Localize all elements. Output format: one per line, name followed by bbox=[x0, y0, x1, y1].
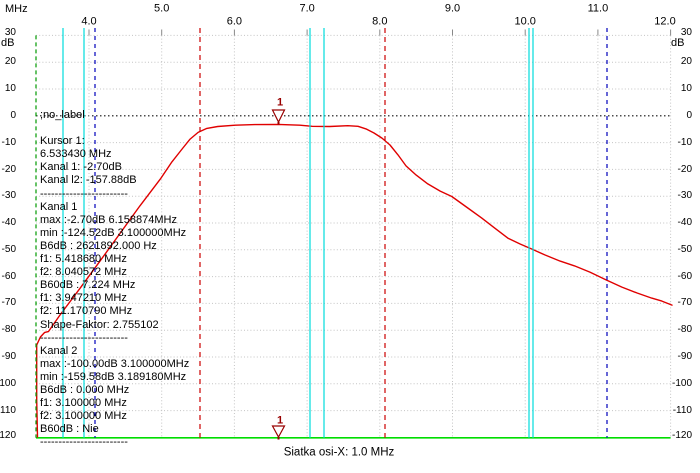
y-tick-label: 20 bbox=[680, 56, 692, 67]
y-tick-label: -100 bbox=[671, 377, 692, 389]
y-tick-label: -20 bbox=[1, 163, 16, 175]
y-tick-label: -120 bbox=[671, 430, 692, 441]
y-tick-label: -100 bbox=[0, 377, 16, 389]
y-tick-label: -110 bbox=[0, 404, 16, 416]
y-tick-label: -90 bbox=[1, 350, 16, 362]
x-tick-label: 4.0 bbox=[81, 15, 97, 28]
y-tick-label: 0 bbox=[10, 109, 16, 121]
info-line-spacer bbox=[40, 122, 189, 135]
y-tick-label: -40 bbox=[1, 217, 16, 228]
y-tick-label: -80 bbox=[1, 324, 16, 335]
info-line: 6.533430 MHz bbox=[40, 148, 112, 161]
info-line: f2: 8.040572 MHz bbox=[40, 266, 127, 279]
info-line: max :-2.70dB 6.158874MHz bbox=[40, 213, 177, 226]
x-tick-label: 7.0 bbox=[299, 2, 315, 15]
info-line: Kanal 1 bbox=[40, 200, 78, 213]
y-tick-label: -70 bbox=[677, 297, 692, 308]
y-tick-label: -20 bbox=[677, 163, 692, 175]
y-tick-label: 10 bbox=[4, 83, 16, 94]
y-tick-label: -60 bbox=[1, 270, 16, 282]
info-line: B6dB : 2621892.000 Hz bbox=[40, 239, 157, 252]
x-axis-unit-label: MHz bbox=[5, 3, 28, 15]
x-grid-step-label: Siatka osi-X: 1.0 MHz bbox=[283, 446, 395, 459]
info-line: Kursor 1: bbox=[40, 135, 85, 148]
marker-1-top-label: 1 bbox=[276, 96, 284, 109]
info-line: f1: 3.947210 MHz bbox=[40, 292, 127, 305]
info-line: B6dB : 0.000 MHz bbox=[40, 383, 130, 396]
info-line: f2: 3.100000 MHz bbox=[40, 410, 127, 423]
x-tick-label: 8.0 bbox=[372, 15, 388, 28]
y-tick-label: -30 bbox=[1, 190, 16, 201]
info-line: min :-159.58dB 3.189180MHz bbox=[40, 370, 187, 383]
y-tick-label: -110 bbox=[672, 404, 692, 416]
y-tick-label: -10 bbox=[1, 136, 16, 148]
info-line: ------------------------ bbox=[40, 331, 128, 344]
x-tick-label: 10.0 bbox=[514, 15, 536, 28]
y-tick-label: 10 bbox=[680, 83, 692, 94]
info-line: ------------------------ bbox=[40, 187, 128, 200]
marker-1-bottom-label: 1 bbox=[276, 414, 284, 427]
y-tick-label: -40 bbox=[677, 217, 692, 228]
y-tick-label: 30 bbox=[4, 27, 16, 38]
x-tick-label: 5.0 bbox=[154, 2, 170, 15]
y-tick-label: -80 bbox=[677, 324, 692, 335]
y-tick-label: -50 bbox=[1, 243, 16, 255]
x-tick-label: 6.0 bbox=[226, 15, 243, 28]
x-tick-label: 12.0 bbox=[654, 15, 676, 28]
y-tick-label: 0 bbox=[686, 109, 692, 121]
y-tick-label: -60 bbox=[677, 270, 692, 282]
y-tick-label: -10 bbox=[677, 136, 692, 148]
y-tick-label: -120 bbox=[0, 430, 16, 441]
y-tick-label: -70 bbox=[1, 297, 16, 308]
marker-1-bottom-triangle[interactable] bbox=[271, 425, 286, 439]
info-line: Kanal l2: -157.88dB bbox=[40, 174, 137, 187]
info-line: f2: 11.170790 MHz bbox=[40, 305, 133, 318]
y-tick-label: -50 bbox=[677, 243, 692, 255]
info-line: Shape-Faktor: 2.755102 bbox=[40, 318, 159, 331]
info-line: B60dB : 7.224 MHz bbox=[40, 279, 136, 292]
y-tick-label: -90 bbox=[677, 350, 692, 362]
info-line: f1: 5.418680 MHz bbox=[40, 253, 127, 266]
info-line: Kanal 1: -2.70dB bbox=[40, 161, 122, 174]
info-panel: ;no_label Kursor 1: 6.533430 MHz Kanal 1: -… bbox=[40, 109, 189, 449]
y-tick-label: -30 bbox=[677, 190, 692, 201]
info-line: f1: 3.100000 MHz bbox=[40, 397, 127, 410]
info-line: min :-124.52dB 3.100000MHz bbox=[40, 226, 187, 239]
info-line: ------------------------ bbox=[40, 436, 128, 449]
kanal1-trace bbox=[36, 123, 673, 438]
x-tick-label: 9.0 bbox=[444, 2, 461, 15]
marker-1-top-triangle[interactable] bbox=[271, 109, 286, 124]
info-line: ;no_label bbox=[40, 109, 85, 121]
y-axis-unit-label-left: dB bbox=[1, 37, 15, 49]
y-tick-label: 20 bbox=[4, 56, 16, 67]
y-tick-label: 30 bbox=[680, 27, 692, 38]
info-line: Kanal 2 bbox=[40, 344, 78, 357]
info-line: max :-100.00dB 3.100000MHz bbox=[40, 357, 190, 370]
x-tick-label: 11.0 bbox=[587, 2, 609, 15]
y-axis-unit-label-right: dB bbox=[671, 37, 685, 49]
info-line: B60dB : Nie bbox=[40, 423, 99, 436]
